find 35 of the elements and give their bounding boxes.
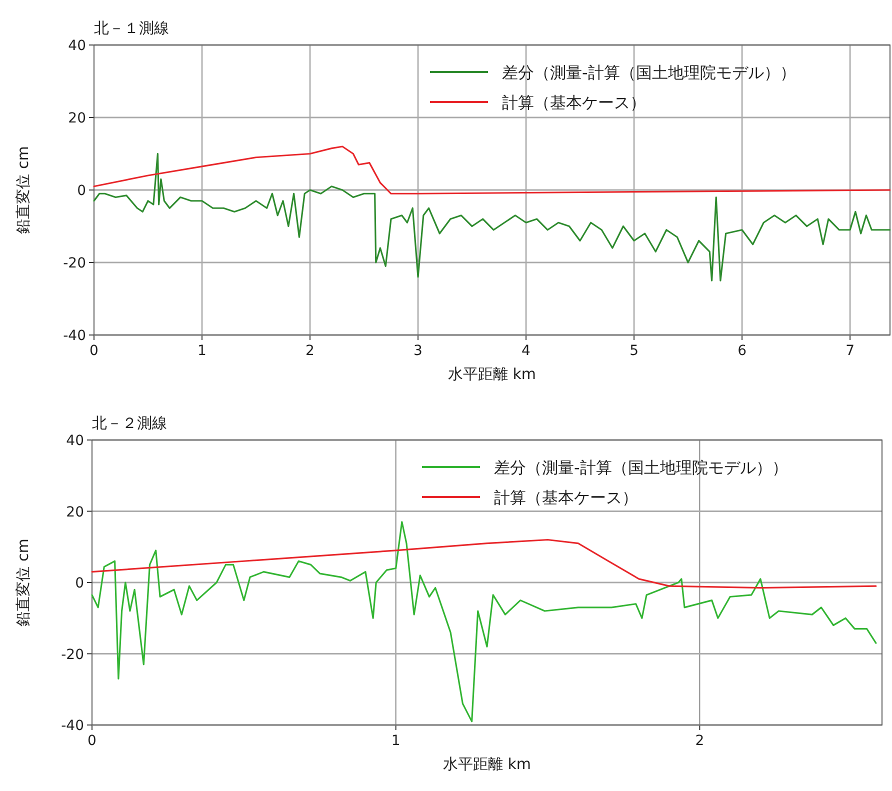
- y-tick-label: -20: [61, 646, 84, 663]
- y-tick-label: 0: [77, 183, 86, 199]
- x-tick-label: 0: [90, 343, 98, 359]
- x-tick-label: 3: [414, 343, 422, 359]
- x-tick-label: 4: [522, 343, 531, 359]
- y-axis-title: 鉛直変位 cm: [14, 146, 32, 234]
- line-series: [91, 538, 877, 589]
- y-tick-label: 20: [66, 504, 84, 520]
- line-series: [91, 521, 877, 722]
- chart-title: 北－２測線: [92, 414, 167, 432]
- x-tick-label: 2: [695, 733, 704, 749]
- legend-label: 差分（測量-計算（国土地理院モデル））: [502, 63, 796, 82]
- y-axis-title: 鉛直変位 cm: [14, 538, 32, 626]
- chart-title: 北－１測線: [94, 19, 169, 37]
- legend-label: 計算（基本ケース）: [502, 93, 646, 112]
- y-tick-label: -40: [63, 328, 86, 344]
- y-tick-label: -40: [61, 718, 84, 734]
- x-tick-label: 6: [738, 343, 747, 359]
- x-tick-label: 2: [306, 343, 314, 359]
- y-tick-label: 40: [66, 433, 84, 449]
- line-series: [93, 152, 891, 282]
- x-axis-title: 水平距離 km: [442, 755, 532, 773]
- x-tick-label: 1: [198, 343, 206, 359]
- y-tick-label: 0: [75, 576, 84, 592]
- legend-label: 差分（測量-計算（国土地理院モデル））: [494, 458, 788, 477]
- y-tick-label: 40: [68, 38, 86, 54]
- x-tick-label: 7: [846, 343, 854, 359]
- x-axis-title: 水平距離 km: [448, 365, 536, 383]
- legend-label: 計算（基本ケース）: [494, 488, 638, 507]
- line-series: [93, 146, 891, 194]
- y-tick-label: 20: [68, 110, 86, 126]
- x-tick-label: 1: [391, 733, 400, 749]
- x-tick-label: 0: [88, 733, 96, 749]
- y-tick-label: -20: [63, 256, 86, 272]
- x-tick-label: 5: [630, 343, 638, 359]
